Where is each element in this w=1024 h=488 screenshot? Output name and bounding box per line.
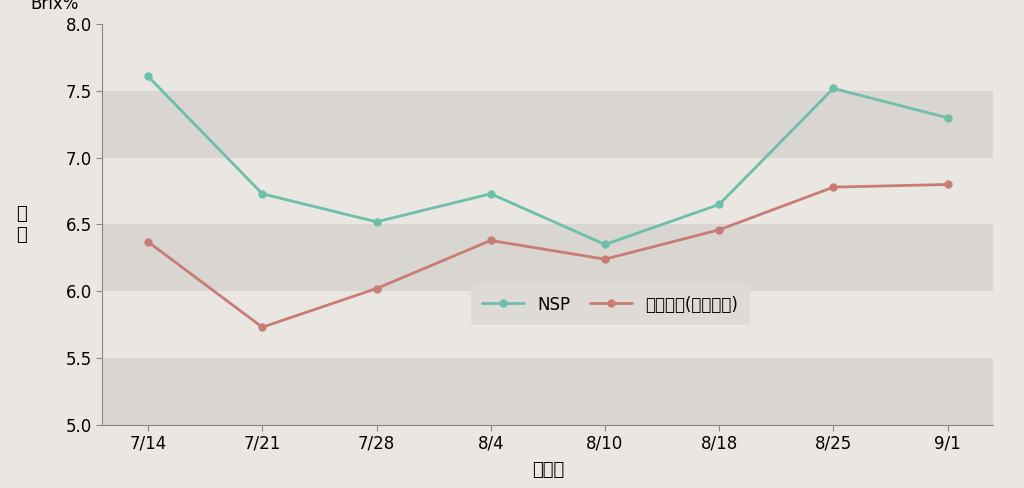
Bar [102,24,993,91]
養液栽培(慣行栽培) [484,238,497,244]
養液栽培(慣行栽培) [142,239,155,245]
養液栽培(慣行栽培) [371,285,383,291]
養液栽培(慣行栽培) [256,324,268,330]
NSP [827,85,840,91]
NSP [371,219,383,225]
Text: 糖
度: 糖 度 [16,205,28,244]
養液栽培(慣行栽培) [713,227,725,233]
養液栽培(慣行栽培) [599,256,611,262]
NSP [256,191,268,197]
Bar [102,158,993,224]
養液栽培(慣行栽培) [827,184,840,190]
NSP [713,202,725,207]
養液栽培(慣行栽培) [941,182,953,187]
Text: Brix%: Brix% [30,0,79,13]
NSP [941,115,953,121]
Bar [102,91,993,158]
Legend: NSP, 養液栽培(慣行栽培): NSP, 養液栽培(慣行栽培) [471,284,750,325]
X-axis label: 収穫日: 収穫日 [531,461,564,479]
NSP [484,191,497,197]
Bar [102,224,993,291]
NSP [142,74,155,80]
Bar [102,291,993,358]
NSP [599,242,611,247]
Line: 養液栽培(慣行栽培): 養液栽培(慣行栽培) [144,181,951,331]
Line: NSP: NSP [144,73,951,248]
Bar [102,358,993,425]
